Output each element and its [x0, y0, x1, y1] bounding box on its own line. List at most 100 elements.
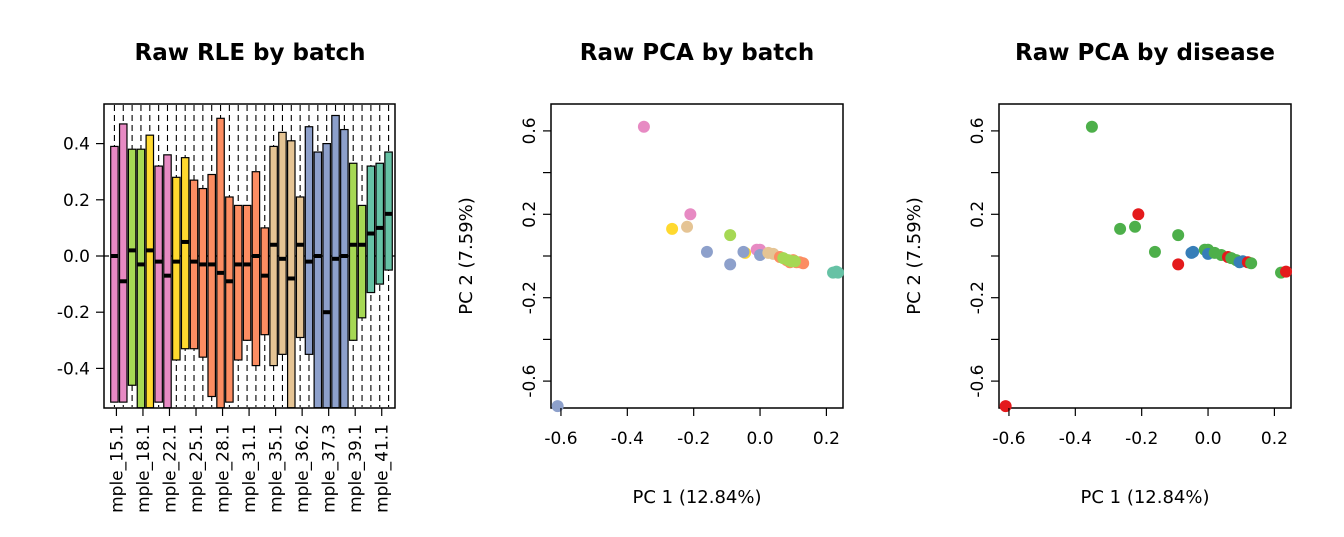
- pca-disease-point: [1172, 258, 1185, 271]
- rle-xtick-label: mple_39.1: [346, 424, 366, 513]
- rle-title: Raw RLE by batch: [134, 40, 365, 66]
- pca-batch-axes: -0.6 -0.4 -0.2 0.0 0.2 -0.6 -0.2 0.2 0.6: [520, 117, 840, 449]
- pca-disease-point: [1187, 245, 1200, 258]
- pca-disease-point: [1245, 257, 1258, 270]
- pca-batch-point: [724, 258, 737, 271]
- rle-box: [163, 154, 172, 409]
- pca-disease-xtick-label: -0.4: [1059, 429, 1092, 449]
- pca-disease-point: [1172, 229, 1185, 242]
- rle-xtick-label: mple_31.1: [240, 424, 260, 513]
- pca-batch-points: [551, 120, 845, 413]
- rle-xtick-label: mple_25.1: [187, 424, 207, 513]
- rle-box: [260, 227, 270, 336]
- rle-box: [127, 148, 137, 386]
- pca-disease-point: [1132, 208, 1145, 221]
- pca-disease-ytick-label: 0.6: [968, 117, 988, 144]
- rle-y-axis: -0.4 -0.2 0.0 0.2 0.4: [57, 135, 104, 379]
- pca-disease-point: [999, 400, 1012, 413]
- pca-batch-ylabel: PC 2 (7.59%): [456, 197, 477, 315]
- rle-ytick-label: 0.2: [63, 191, 90, 211]
- rle-box: [136, 148, 146, 409]
- pca-batch-point: [724, 229, 737, 242]
- rle-box: [269, 145, 278, 367]
- pca-disease-ytick-label: 0.2: [968, 201, 988, 228]
- rle-box: [189, 179, 199, 350]
- pca-disease-points: [999, 120, 1293, 413]
- rle-box: [331, 114, 340, 409]
- pca-disease-ylabel: PC 2 (7.59%): [904, 197, 925, 315]
- pca-batch-point: [788, 255, 801, 268]
- rle-ytick-label: 0.4: [63, 135, 90, 155]
- rle-box: [366, 165, 376, 294]
- rle-boxes: [104, 105, 395, 409]
- pca-disease-panel: Raw PCA by disease -0.6 -0.4 -0.2 0.0 0.2-0.…: [904, 40, 1293, 508]
- rle-box: [207, 173, 217, 398]
- pca-batch-point: [637, 120, 650, 133]
- pca-batch-xtick-label: -0.6: [544, 429, 577, 449]
- rle-xtick-label: mple_35.1: [267, 424, 287, 513]
- rle-box: [251, 171, 261, 367]
- rle-xtick-label: mple_18.1: [134, 424, 154, 513]
- rle-box: [340, 128, 349, 409]
- rle-box: [242, 204, 252, 341]
- pca-disease-axes: -0.6 -0.4 -0.2 0.0 0.2 -0.6 -0.2 0.2 0.6: [968, 117, 1288, 449]
- rle-box: [357, 204, 367, 319]
- pca-batch-point: [681, 220, 694, 233]
- rle-box: [145, 134, 155, 409]
- rle-box: [384, 151, 393, 271]
- rle-panel: Raw RLE by batch -0.4 -0.2 0.0 0.2 0.4 mple_…: [57, 40, 396, 513]
- pca-batch-point: [684, 208, 697, 221]
- rle-xtick-label: mple_41.1: [373, 424, 393, 513]
- pca-batch-ytick-label: -0.6: [520, 365, 540, 398]
- rle-xtick-label: mple_28.1: [214, 424, 234, 513]
- rle-box: [278, 131, 287, 355]
- rle-ytick-label: -0.2: [57, 303, 90, 323]
- rle-box: [198, 187, 208, 358]
- pca-batch-point: [737, 245, 750, 258]
- pca-disease-point: [1129, 220, 1142, 233]
- pca-batch-xtick-label: -0.4: [611, 429, 644, 449]
- pca-batch-panel: Raw PCA by batch -0.6 -0.4 -0.2 0.0 0.2 -0.6 -…: [456, 40, 845, 508]
- rle-box: [172, 176, 181, 361]
- pca-disease-point: [1148, 245, 1161, 258]
- rle-box: [348, 162, 358, 341]
- pca-batch-point: [832, 266, 845, 279]
- rle-box: [295, 196, 305, 339]
- rle-xtick-label: mple_36.2: [293, 424, 313, 513]
- pca-disease-xtick-label: 0.2: [1261, 429, 1288, 449]
- rle-box: [110, 145, 119, 403]
- pca-batch-point: [700, 245, 713, 258]
- pca-disease-point: [1085, 120, 1098, 133]
- pca-batch-xtick-label: 0.2: [813, 429, 840, 449]
- pca-disease-plot-frame: [998, 103, 1292, 409]
- rle-box: [216, 117, 225, 409]
- pca-batch-xtick-label: -0.2: [677, 429, 710, 449]
- pca-batch-ytick-label: 0.2: [520, 201, 540, 228]
- rle-box: [304, 126, 314, 355]
- pca-disease-xtick-label: 0.0: [1195, 429, 1222, 449]
- pca-batch-plot-frame: [550, 103, 844, 409]
- pca-disease-xlabel: PC 1 (12.84%): [1081, 487, 1210, 508]
- pca-disease-xtick-label: -0.6: [992, 429, 1025, 449]
- pca-disease-point: [1114, 222, 1127, 235]
- pca-batch-ytick-label: -0.2: [520, 281, 540, 314]
- rle-xtick-label: mple_22.1: [160, 424, 180, 513]
- pca-batch-title: Raw PCA by batch: [580, 40, 814, 66]
- rle-box: [322, 143, 331, 409]
- rle-xtick-label: mple_15.1: [107, 424, 127, 513]
- pca-batch-xlabel: PC 1 (12.84%): [633, 487, 762, 508]
- rle-box: [286, 140, 296, 409]
- pca-batch-point: [666, 222, 679, 235]
- rle-ytick-label: -0.4: [57, 359, 90, 379]
- pca-batch-xtick-label: 0.0: [747, 429, 774, 449]
- rle-box: [118, 123, 128, 403]
- pca-disease-point: [1280, 265, 1293, 278]
- rle-box: [233, 204, 243, 361]
- pca-batch-point: [551, 400, 564, 413]
- rle-ytick-label: 0.0: [63, 247, 90, 267]
- pca-disease-xtick-label: -0.2: [1125, 429, 1158, 449]
- pca-disease-ytick-label: -0.2: [968, 281, 988, 314]
- rle-box: [225, 196, 234, 403]
- rle-box: [154, 165, 163, 403]
